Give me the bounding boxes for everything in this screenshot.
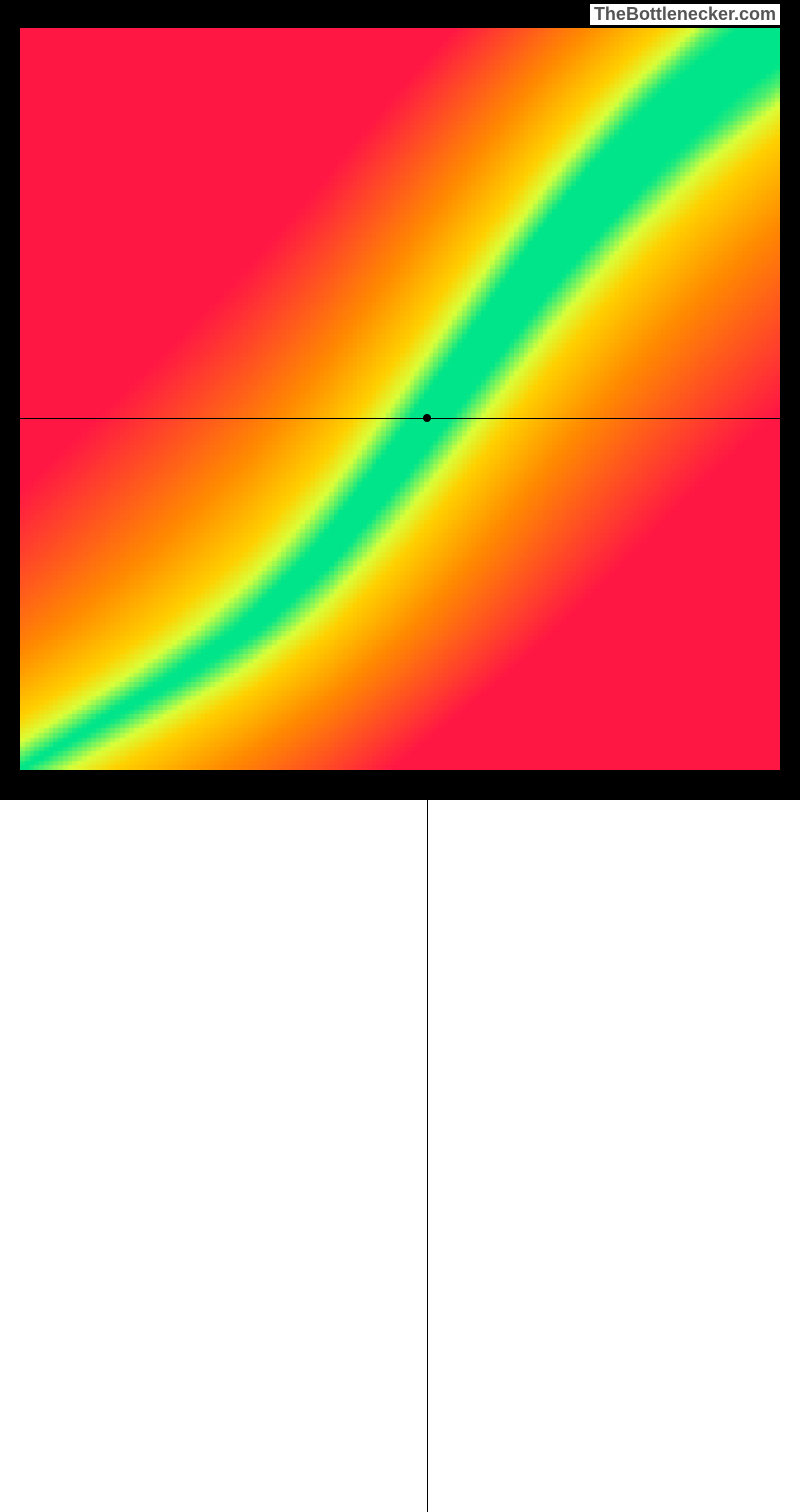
crosshair-marker — [423, 414, 431, 422]
plot-area — [20, 28, 780, 770]
crosshair-vertical — [427, 770, 428, 1512]
chart-container: TheBottlenecker.com — [0, 0, 800, 800]
attribution-label: TheBottlenecker.com — [590, 4, 780, 25]
heatmap-canvas — [20, 28, 780, 770]
crosshair-horizontal — [20, 418, 780, 419]
